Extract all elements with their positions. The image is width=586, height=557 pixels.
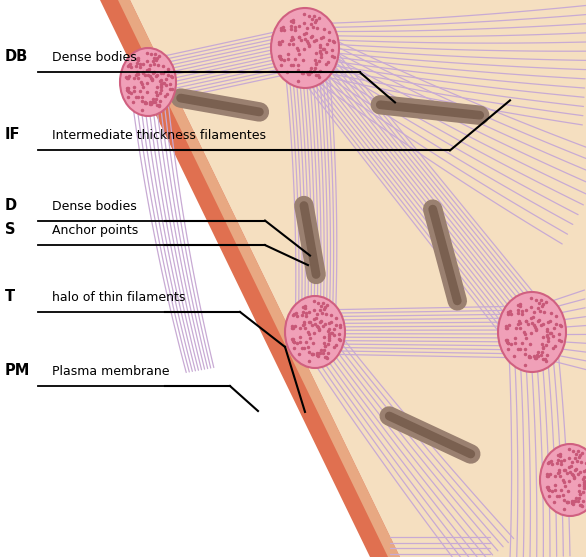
Text: halo of thin filaments: halo of thin filaments xyxy=(52,291,185,304)
Text: Anchor points: Anchor points xyxy=(52,224,138,237)
Text: S: S xyxy=(5,222,15,237)
Ellipse shape xyxy=(271,8,339,88)
Text: DB: DB xyxy=(5,50,28,65)
Text: Intermediate thickness filamentes: Intermediate thickness filamentes xyxy=(52,129,266,143)
Text: IF: IF xyxy=(5,128,21,143)
Polygon shape xyxy=(130,0,586,557)
Ellipse shape xyxy=(498,292,566,372)
Text: PM: PM xyxy=(5,363,30,378)
Text: Plasma membrane: Plasma membrane xyxy=(52,365,169,378)
Text: D: D xyxy=(5,198,17,213)
Text: T: T xyxy=(5,289,15,304)
Ellipse shape xyxy=(285,296,345,368)
Text: Dense bodies: Dense bodies xyxy=(52,199,137,213)
Ellipse shape xyxy=(540,444,586,516)
Text: Dense bodies: Dense bodies xyxy=(52,51,137,65)
Polygon shape xyxy=(100,0,400,557)
Ellipse shape xyxy=(120,48,176,116)
Polygon shape xyxy=(118,0,400,557)
